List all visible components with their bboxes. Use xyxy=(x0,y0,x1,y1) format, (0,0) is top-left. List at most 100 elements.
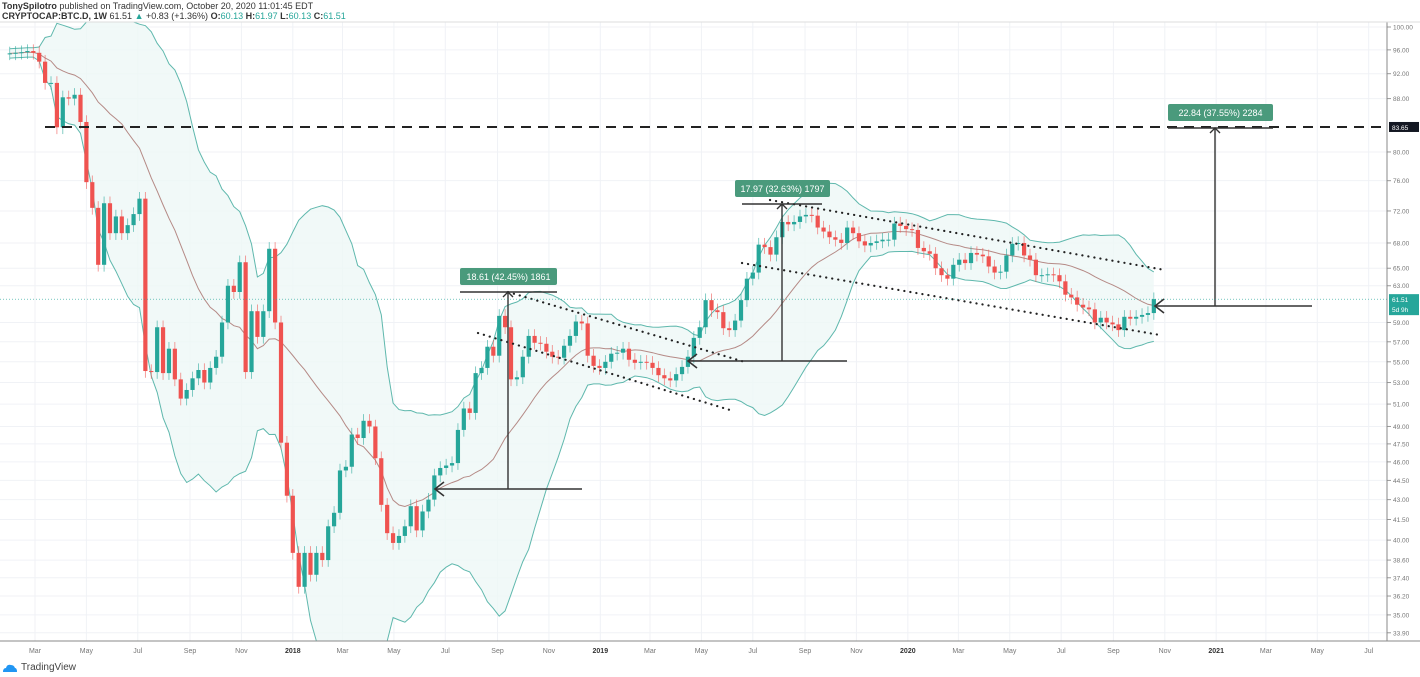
candle-up xyxy=(408,506,413,527)
candle-down xyxy=(650,362,655,368)
candle-down xyxy=(532,335,537,343)
x-tick-label: 2020 xyxy=(900,648,916,655)
y-tick-label: 36.20 xyxy=(1393,594,1410,601)
candle-down xyxy=(1104,317,1109,323)
candle-down xyxy=(243,262,248,373)
candle-down xyxy=(721,312,726,329)
candle-up xyxy=(733,320,738,331)
candle-down xyxy=(273,248,278,323)
close-value: 61.51 xyxy=(323,11,346,21)
candle-up xyxy=(432,475,437,500)
candle-down xyxy=(467,408,472,413)
candle-down xyxy=(290,495,295,553)
candle-down xyxy=(414,506,419,531)
candle-down xyxy=(656,367,661,376)
candle-up xyxy=(331,512,337,527)
close-label: C: xyxy=(313,11,324,21)
y-tick-label: 37.40 xyxy=(1393,575,1410,582)
measure-label-box xyxy=(1168,104,1273,121)
candle-up xyxy=(573,321,578,336)
y-tick-label: 47.50 xyxy=(1393,441,1410,448)
open-label: O: xyxy=(210,11,221,21)
candle-up xyxy=(514,377,520,380)
candle-down xyxy=(992,266,997,273)
candle-down xyxy=(1086,307,1092,310)
candle-down xyxy=(909,229,915,231)
high-label: H: xyxy=(245,11,256,21)
candle-up xyxy=(603,361,608,368)
candle-up xyxy=(1122,316,1127,331)
channel-dotted-line xyxy=(768,198,1167,272)
candle-up xyxy=(438,467,443,476)
candle-down xyxy=(821,227,826,232)
candle-down xyxy=(768,247,773,255)
candle-up xyxy=(674,374,679,381)
x-tick-label: Mar xyxy=(29,648,42,655)
candle-down xyxy=(933,253,938,269)
x-tick-label: Sep xyxy=(799,648,812,655)
candle-up xyxy=(214,356,219,368)
candle-down xyxy=(96,207,101,265)
candle-down xyxy=(762,244,767,248)
candle-up xyxy=(1139,314,1145,317)
y-tick-label: 51.00 xyxy=(1393,402,1410,409)
candle-down xyxy=(37,52,42,62)
candle-down xyxy=(986,256,991,267)
candle-up xyxy=(267,248,272,312)
candle-down xyxy=(556,356,561,358)
candle-up xyxy=(750,272,755,279)
candle-up xyxy=(1004,255,1009,272)
publish-info: TonySpilotro published on TradingView.co… xyxy=(2,1,313,11)
arrow-left-icon xyxy=(1153,298,1165,314)
x-tick-label: Sep xyxy=(184,648,197,655)
x-tick-label: Jul xyxy=(1057,648,1066,655)
candle-down xyxy=(538,342,543,344)
y-tick-label: 33.90 xyxy=(1393,630,1410,637)
candle-down xyxy=(1110,322,1115,325)
arrow-left-icon xyxy=(686,353,698,369)
x-tick-label: Nov xyxy=(235,648,248,655)
candle-down xyxy=(255,311,260,337)
candle-up xyxy=(957,259,962,265)
candle-up xyxy=(968,252,974,264)
candle-down xyxy=(1063,281,1068,295)
candle-down xyxy=(160,327,166,374)
y-tick-label: 76.00 xyxy=(1393,178,1410,185)
candle-up xyxy=(497,315,502,356)
symbol-name: CRYPTOCAP:BTC.D, 1W xyxy=(2,11,108,21)
candle-down xyxy=(974,252,980,255)
candle-down xyxy=(856,233,862,242)
candle-up xyxy=(479,367,484,374)
tradingview-logo[interactable]: TradingView xyxy=(2,662,76,673)
candle-down xyxy=(149,371,154,373)
candle-up xyxy=(874,241,879,243)
candle-up xyxy=(137,198,142,215)
candle-down xyxy=(172,348,177,380)
candle-down xyxy=(644,361,649,363)
channel-dotted-line xyxy=(740,261,1162,337)
low-label: L: xyxy=(280,11,289,21)
lower-band-line xyxy=(9,56,1154,642)
candle-down xyxy=(827,231,832,238)
candle-up xyxy=(302,552,307,587)
arrow-left-icon xyxy=(433,481,445,497)
x-tick-label: Jul xyxy=(133,648,142,655)
measure-label: 18.61 (42.45%) 1861 xyxy=(466,272,550,282)
author-name[interactable]: TonySpilotro xyxy=(2,1,57,11)
candle-down xyxy=(668,378,673,381)
y-tick-label: 100.00 xyxy=(1393,25,1413,32)
candle-down xyxy=(662,375,667,379)
candle-up xyxy=(561,345,567,358)
candle-up xyxy=(638,361,643,363)
axes: Mar May Jul Sep Nov 2018 Mar May Jul Sep Nov 2019 Ma… xyxy=(0,21,1420,655)
bar-countdown-label: 5d 9h xyxy=(1392,307,1409,314)
candle-down xyxy=(367,420,372,427)
x-tick-label: 2021 xyxy=(1208,648,1224,655)
candle-down xyxy=(1075,297,1080,305)
candle-down xyxy=(390,533,396,543)
candle-down xyxy=(939,268,944,276)
candle-up xyxy=(1145,313,1151,315)
sma-line xyxy=(9,51,1154,508)
candle-down xyxy=(839,239,844,243)
